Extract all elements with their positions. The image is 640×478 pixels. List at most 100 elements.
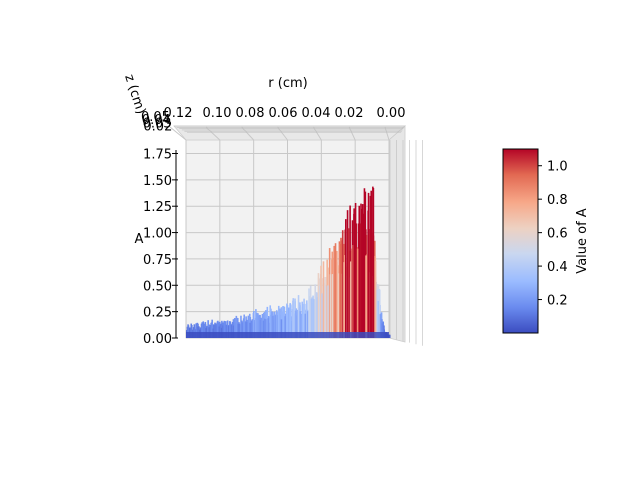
bar-754 [274,315,277,338]
bar-824 [358,205,361,338]
bar-737 [255,309,257,338]
z-tick-label-3: 0.75 [143,253,172,268]
bar-796 [325,286,327,338]
bar-810 [341,230,344,338]
bar-687 [195,323,197,338]
bar-684 [190,325,193,338]
bar-686 [193,324,196,338]
x-tick-label-3: 0.06 [269,106,298,121]
bar-779 [304,313,307,338]
bar-762 [284,316,286,338]
bar-802 [331,274,334,338]
bar-736 [253,311,255,338]
bar-755 [275,310,278,338]
bar-773 [297,295,300,338]
bar-787 [314,284,317,338]
bar-803 [333,245,335,338]
bar-778 [303,298,305,338]
bar-764 [286,305,289,338]
bar-721 [235,315,238,338]
bar-743 [261,313,264,338]
x-tick-label-6: 0.00 [377,106,406,121]
bar-834 [370,190,373,338]
z-axis-label: A [135,232,144,247]
bar-799 [328,248,331,338]
bar-805 [335,250,338,338]
y-tick-label-2: 0.03 [143,116,172,131]
bar-711 [223,320,226,338]
y-tick-label-3: 0.02 [143,120,172,135]
bar-838 [374,260,377,338]
bar-788 [315,292,318,338]
bar-842 [379,314,382,338]
bar-771 [294,310,297,338]
bar-719 [232,325,235,338]
bar-806 [337,265,339,338]
z-tick-label-1: 0.25 [143,306,172,321]
z-tick-label-2: 0.50 [143,279,172,294]
bar-706 [217,320,219,338]
bar-772 [296,309,299,338]
bar-740 [258,315,261,338]
bar-817 [350,261,352,338]
bar-841 [378,289,381,338]
bar-811 [343,262,345,338]
colorbar-tick-label-0: 0.2 [547,294,568,309]
colorbar-fill [502,148,539,334]
bar-821 [354,202,357,338]
x-tick-label-5: 0.02 [335,106,364,121]
bar-720 [233,318,236,338]
z-tick-label-5: 1.25 [143,200,172,215]
bar-744 [262,320,265,338]
bar-745 [263,318,266,338]
bar-757 [277,305,280,338]
z-tick-label-4: 1.00 [143,227,172,242]
side-pane [388,125,406,343]
bar-697 [207,320,209,338]
bar-749 [269,305,272,338]
bar-814 [346,210,349,338]
bar-782 [308,288,310,338]
x-tick-label-0: 0.12 [164,106,193,121]
bar-809 [340,237,342,338]
bar-765 [288,308,290,338]
bar-681 [187,324,189,338]
bar-700 [210,322,212,338]
bar-843 [381,323,384,338]
bar-791 [319,285,321,338]
x-tick-label-1: 0.10 [203,106,232,121]
bar-731 [247,315,250,338]
x-axis-ticks: 0.12 0.10 0.08 0.06 0.04 0.02 0.00 [164,106,406,121]
bar-840 [377,300,380,338]
bar-769 [292,298,295,338]
bar-733 [249,322,251,338]
bar-820 [353,208,355,338]
bar-797 [326,259,328,338]
colorbar-tick-label-2: 0.6 [547,227,568,242]
bar-752 [272,315,274,338]
y-tick-label-1: 0.04 [142,113,171,128]
colorbar-tick-label-3: 0.8 [547,193,568,208]
z-axis-ticks: 0.00 0.25 0.50 0.75 1.00 1.25 1.50 1.75 [143,148,178,347]
bar-701 [211,319,213,338]
bar-823 [356,248,359,338]
bar-792 [320,265,322,338]
bar-747 [266,306,269,338]
colorbar: 0.2 0.4 0.6 0.8 1.0 Value of A [502,148,590,334]
bar-729 [244,321,247,338]
bar-780 [305,300,308,338]
bar-777 [301,304,304,338]
z-tick-label-6: 1.50 [143,174,172,189]
bar-830 [365,255,367,338]
bar-565 [251,319,254,338]
z-tick-label-0: 0.00 [143,332,172,347]
bar-849 [388,334,391,338]
bar-724 [238,323,241,338]
colorbar-tick-label-4: 1.0 [547,160,568,175]
bar-734 [250,320,253,338]
bar-714 [226,320,229,338]
bar-761 [282,306,285,338]
bar-728 [243,314,246,338]
z-tick-label-7: 1.75 [143,148,172,163]
